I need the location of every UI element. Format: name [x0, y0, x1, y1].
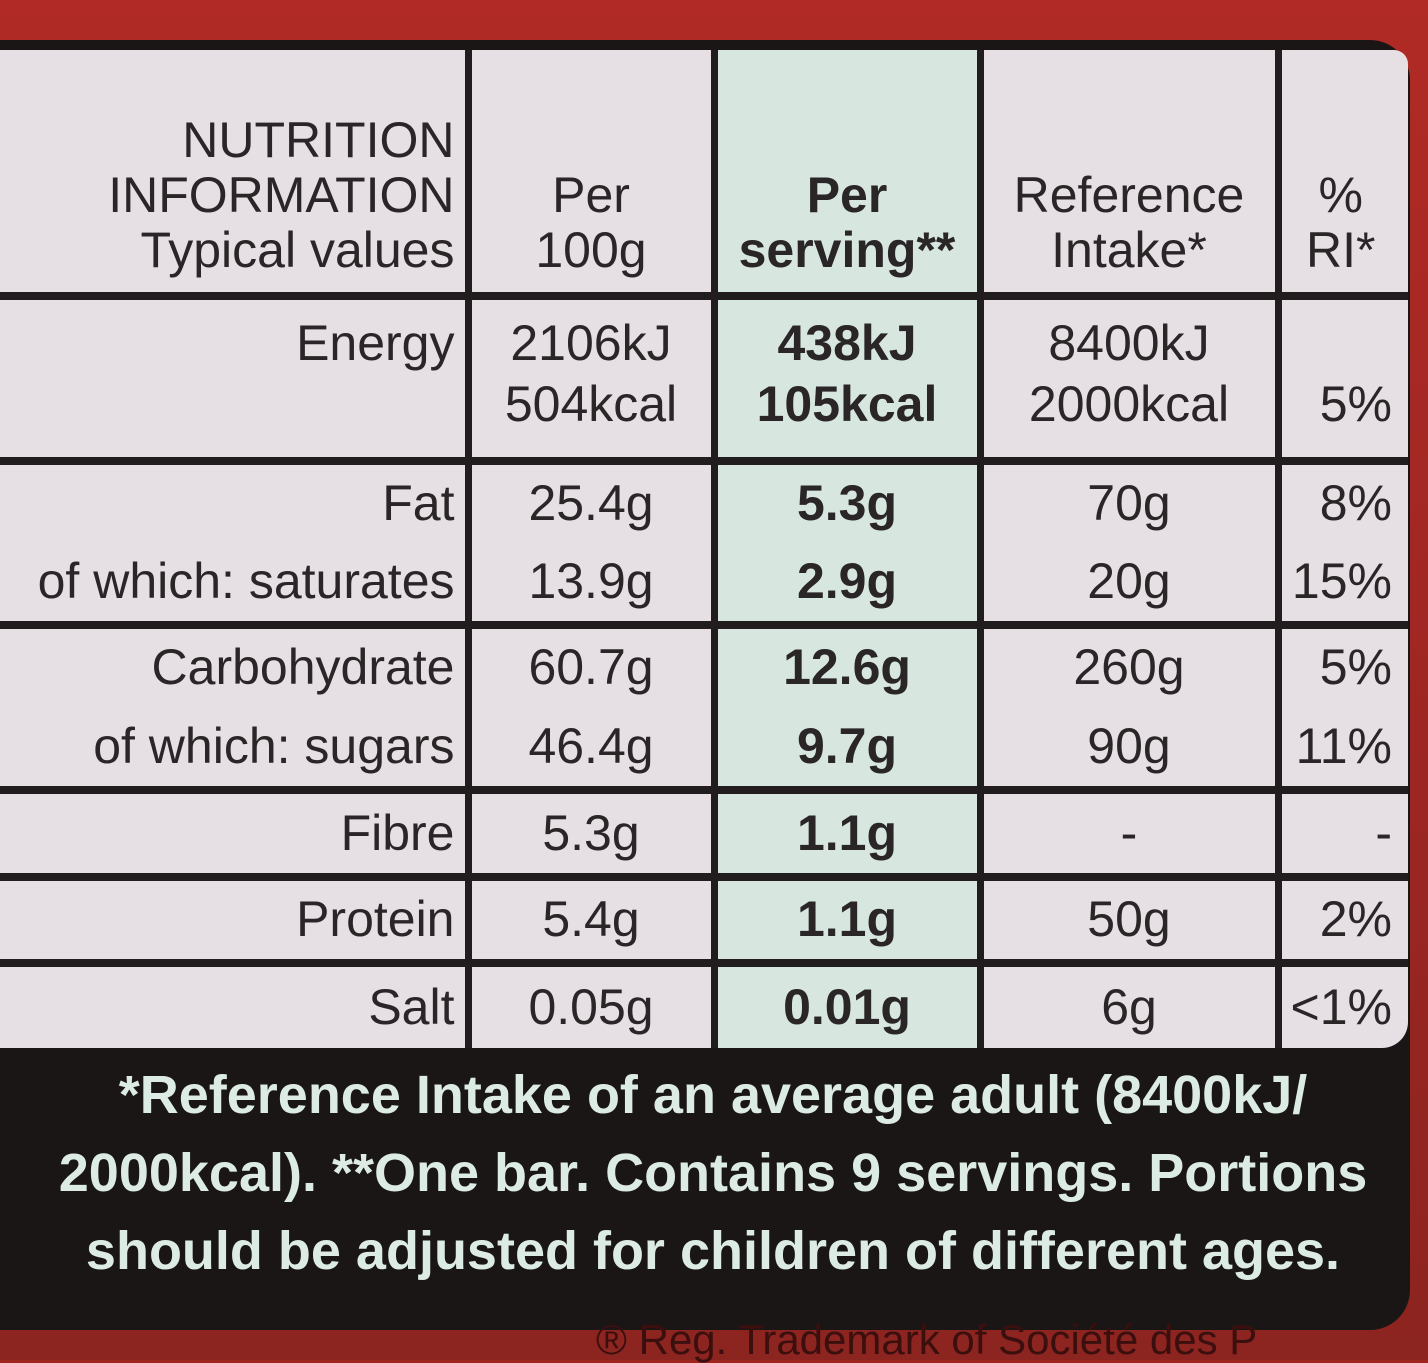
table-row-salt: Salt 0.05g 0.01g 6g <1%	[0, 963, 1408, 1048]
reference-intake-value: 260g	[976, 624, 1282, 708]
reference-intake-footnote: *Reference Intake of an average adult (8…	[18, 1056, 1408, 1290]
nutrition-table: NUTRITION INFORMATION Typical values Per…	[0, 50, 1408, 1048]
per-100g-value: 46.4g	[464, 707, 718, 794]
nutrient-label: of which: sugars	[0, 707, 472, 794]
per-100g-value: 5.4g	[464, 876, 718, 968]
per-100g-value: 2106kJ	[464, 296, 718, 373]
table-header-row: NUTRITION INFORMATION Typical values Per…	[0, 50, 1408, 300]
nutrition-table-box: NUTRITION INFORMATION Typical values Per…	[0, 50, 1408, 1048]
percent-ri-value: <1%	[1274, 963, 1408, 1048]
nutrient-label: Fat	[0, 461, 472, 542]
reference-intake-value: 70g	[976, 461, 1282, 542]
per-100g-value: 60.7g	[464, 624, 718, 708]
header-reference-intake: Reference Intake*	[976, 50, 1282, 300]
percent-ri-value: 5%	[1274, 624, 1408, 708]
reference-intake-value: 6g	[976, 963, 1282, 1048]
table-row-sugars: of which: sugars 46.4g 9.7g 90g 11%	[0, 707, 1408, 794]
header-label-line: Per	[806, 167, 888, 223]
table-row-saturates: of which: saturates 13.9g 2.9g 20g 15%	[0, 541, 1408, 629]
header-label-line: RI*	[1306, 222, 1376, 278]
header-label-line: 100g	[535, 222, 647, 278]
nutrient-label: Energy	[0, 296, 472, 373]
per-serving-value: 5.3g	[710, 461, 984, 542]
header-label-line: serving**	[738, 222, 956, 278]
per-100g-value: 5.3g	[464, 789, 718, 881]
table-row-carbohydrate: Carbohydrate 60.7g 12.6g 260g 5%	[0, 624, 1408, 708]
header-label-line: NUTRITION	[182, 112, 455, 168]
footnote-line: 2000kcal). **One bar. Contains 9 serving…	[58, 1143, 1368, 1203]
reference-intake-value: 90g	[976, 707, 1282, 794]
table-row-protein: Protein 5.4g 1.1g 50g 2%	[0, 876, 1408, 968]
percent-ri-value: 15%	[1274, 541, 1408, 629]
per-serving-value: 105kcal	[710, 372, 984, 466]
footnote-line: *Reference Intake of an average adult (8…	[118, 1065, 1308, 1125]
nutrient-label: Carbohydrate	[0, 624, 472, 708]
percent-ri-value: 8%	[1274, 461, 1408, 542]
percent-ri-value	[1274, 296, 1408, 373]
reference-intake-value: -	[976, 789, 1282, 881]
per-serving-value: 9.7g	[710, 707, 984, 794]
percent-ri-value: -	[1274, 789, 1408, 881]
table-row-fat: Fat 25.4g 5.3g 70g 8%	[0, 461, 1408, 542]
reference-intake-value: 50g	[976, 876, 1282, 968]
per-100g-value: 0.05g	[464, 963, 718, 1048]
per-serving-value: 438kJ	[710, 296, 984, 373]
per-serving-value: 12.6g	[710, 624, 984, 708]
header-label-line: Typical values	[140, 222, 455, 278]
header-label-line: %	[1318, 167, 1363, 223]
per-100g-value: 13.9g	[464, 541, 718, 629]
trademark-notice: ® Reg. Trademark of Société des P	[596, 1316, 1258, 1363]
reference-intake-value: 8400kJ	[976, 296, 1282, 373]
header-percent-ri: % RI*	[1274, 50, 1408, 300]
percent-ri-value: 2%	[1274, 876, 1408, 968]
header-label-line: Intake*	[1051, 222, 1207, 278]
header-label-line: Reference	[1013, 167, 1245, 223]
per-100g-value: 25.4g	[464, 461, 718, 542]
footnote-line: should be adjusted for children of diffe…	[85, 1221, 1341, 1281]
reference-intake-value: 20g	[976, 541, 1282, 629]
per-serving-value: 1.1g	[710, 876, 984, 968]
header-per-serving: Per serving**	[710, 50, 984, 300]
header-label-line: INFORMATION	[108, 167, 455, 223]
percent-ri-value: 11%	[1274, 707, 1408, 794]
per-serving-value: 1.1g	[710, 789, 984, 881]
header-per-100g: Per 100g	[464, 50, 718, 300]
table-row-fibre: Fibre 5.3g 1.1g - -	[0, 789, 1408, 881]
nutrient-label: Fibre	[0, 789, 472, 881]
per-serving-value: 0.01g	[710, 963, 984, 1048]
nutrient-label	[0, 372, 472, 466]
per-100g-value: 504kcal	[464, 372, 718, 466]
per-serving-value: 2.9g	[710, 541, 984, 629]
nutrient-label: Protein	[0, 876, 472, 968]
percent-ri-value: 5%	[1274, 372, 1408, 466]
header-typical-values: NUTRITION INFORMATION Typical values	[0, 50, 472, 300]
reference-intake-value: 2000kcal	[976, 372, 1282, 466]
table-row-energy-kj: Energy 2106kJ 438kJ 8400kJ	[0, 296, 1408, 373]
nutrient-label: Salt	[0, 963, 472, 1048]
table-row-energy-kcal: 504kcal 105kcal 2000kcal 5%	[0, 372, 1408, 466]
nutrient-label: of which: saturates	[0, 541, 472, 629]
header-label-line: Per	[552, 167, 630, 223]
